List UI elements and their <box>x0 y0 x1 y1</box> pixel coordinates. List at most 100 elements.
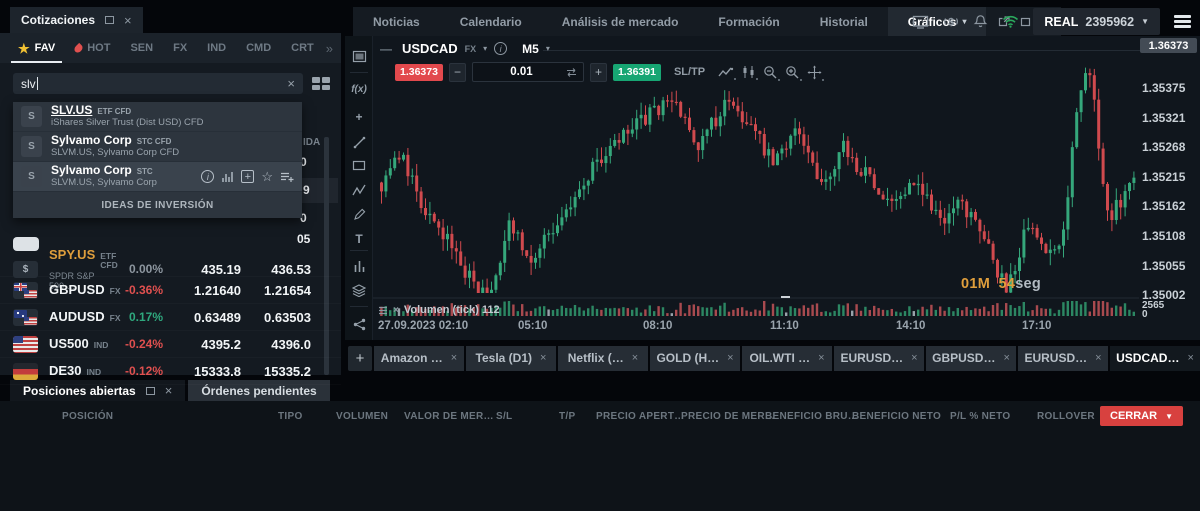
close-tab-icon[interactable]: × <box>1187 352 1194 364</box>
column-header-s-l[interactable]: S/L <box>496 411 513 422</box>
nav-item-calendario[interactable]: Calendario <box>440 7 542 36</box>
quote-bid[interactable]: 1.21640 <box>194 282 241 298</box>
column-header-tipo[interactable]: TIPO <box>278 411 303 422</box>
quotes-window-tab[interactable]: Cotizaciones × <box>10 7 143 33</box>
candlestick-chart[interactable] <box>373 40 1139 336</box>
chart-tab-gold-h[interactable]: GOLD (H… × <box>650 345 740 371</box>
quotes-tab-fx[interactable]: FX <box>163 33 197 63</box>
objects-layers-icon[interactable] <box>345 284 373 297</box>
rectangle-icon[interactable] <box>345 160 373 171</box>
quote-ask[interactable]: 436.53 <box>271 261 311 277</box>
timeframe-selector[interactable]: M5 <box>522 41 539 56</box>
clear-search-icon[interactable]: × <box>287 76 295 91</box>
column-header-volumen[interactable]: VOLUMEN <box>336 411 389 422</box>
chart-tab-amazon[interactable]: Amazon … × <box>374 345 464 371</box>
price-alert-icon[interactable]: $ <box>943 15 959 28</box>
close-icon[interactable]: × <box>164 383 173 398</box>
trend-line-icon[interactable] <box>345 136 373 149</box>
search-input[interactable]: slv × <box>13 73 303 94</box>
quotes-tab-crt[interactable]: CRT <box>281 33 324 63</box>
maximize-icon[interactable] <box>145 386 155 395</box>
bell-icon[interactable] <box>973 14 988 29</box>
menu-icon[interactable] <box>1174 15 1191 28</box>
add-box-icon[interactable]: + <box>241 170 255 183</box>
text-tool-icon[interactable]: T <box>355 232 363 246</box>
column-header-posici-n[interactable]: POSICIÓN <box>62 411 114 422</box>
crosshair-add-icon[interactable]: + <box>355 110 363 124</box>
close-tab-icon[interactable]: × <box>450 352 458 364</box>
search-result-slv-us-0[interactable]: S SLV.US ETF CFD iShares Silver Trust (Dist… <box>13 102 302 132</box>
collapse-icon[interactable]: — <box>380 41 392 56</box>
chart-tab-usdcad[interactable]: USDCAD… × <box>1110 345 1200 371</box>
positions-tab-posiciones-abiertas[interactable]: Posiciones abiertas × <box>10 380 186 401</box>
sell-price-button[interactable]: 1.36373 <box>395 63 443 81</box>
column-header-precio-de-mer[interactable]: PRECIO DE MER… <box>681 411 776 422</box>
share-icon[interactable] <box>345 318 373 331</box>
chart-tab-gbpusd[interactable]: GBPUSD… × <box>926 345 1016 371</box>
nav-item-formaci-n[interactable]: Formación <box>698 7 799 36</box>
close-all-button[interactable]: CERRAR ▼ <box>1100 406 1183 426</box>
quotes-tab-fav[interactable]: ★ FAV <box>8 33 65 63</box>
column-header-t-p[interactable]: T/P <box>559 411 576 422</box>
chart-tab-eurusd[interactable]: EURUSD… × <box>1018 345 1108 371</box>
line-chart-icon[interactable] <box>718 66 737 80</box>
quote-bid[interactable]: 4395.2 <box>201 336 241 352</box>
buy-price-button[interactable]: 1.36391 <box>612 63 661 81</box>
quote-bid[interactable]: 435.19 <box>201 261 241 277</box>
quote-row-de30[interactable]: DE30 IND -0.12% 15333.8 15335.2 <box>0 358 341 385</box>
chart-layout-icon[interactable] <box>345 50 373 63</box>
sltp-button[interactable]: SL/TP <box>673 66 706 78</box>
volume-profile-icon[interactable] <box>345 260 373 273</box>
workspace-icon[interactable] <box>912 15 929 29</box>
grid-view-icon[interactable] <box>312 77 331 90</box>
chart-tab-oil-wti[interactable]: OIL.WTI … × <box>742 345 832 371</box>
zigzag-pattern-icon[interactable] <box>345 184 373 197</box>
indicator-menu-icon[interactable] <box>378 306 388 315</box>
quotes-tab-sen[interactable]: SEN <box>120 33 163 63</box>
quote-ask[interactable]: 0.63503 <box>264 309 311 325</box>
quote-bid[interactable]: 0.63489 <box>194 309 241 325</box>
nav-item-noticias[interactable]: Noticias <box>353 7 440 36</box>
chart-symbol[interactable]: USDCAD <box>402 41 458 56</box>
volume-indicator-caption[interactable]: × Volumen (tick) 112 <box>378 304 500 316</box>
close-icon[interactable]: × <box>124 12 132 28</box>
quote-row-gbpusd[interactable]: GBPUSD FX -0.36% 1.21640 1.21654 <box>0 277 341 304</box>
move-crosshair-icon[interactable] <box>807 65 825 81</box>
chart-tab-netflix[interactable]: Netflix (… × <box>558 345 648 371</box>
account-selector[interactable]: REAL 2395962 ▼ <box>1033 8 1160 35</box>
info-icon[interactable]: i <box>201 170 215 183</box>
scrollbar[interactable] <box>324 137 329 375</box>
zoom-out-icon[interactable] <box>763 65 781 81</box>
close-tab-icon[interactable]: × <box>540 352 547 364</box>
positions-tab-rdenes-pendientes[interactable]: Órdenes pendientes <box>188 380 330 401</box>
quote-ask[interactable]: 4396.0 <box>271 336 311 352</box>
quotes-tab-cmd[interactable]: CMD <box>236 33 281 63</box>
chevron-down-icon[interactable]: ▾ <box>545 44 550 53</box>
chart-tab-eurusd[interactable]: EURUSD… × <box>834 345 924 371</box>
close-tab-icon[interactable]: × <box>1003 352 1010 364</box>
quote-row-spy-us[interactable]: $ SPY.US ETF CFD SPDR S&P 500 … 0.00% 435.19 4… <box>0 248 341 291</box>
search-result-sylvamo-corp-2[interactable]: S Sylvamo Corp STC SLVM.US, Sylvamo Corp i + ☆ <box>13 162 302 192</box>
column-header-beneficio-neto[interactable]: BENEFICIO NETO <box>852 411 942 422</box>
close-tab-icon[interactable]: × <box>1095 352 1102 364</box>
column-header-p-l-neto[interactable]: P/L % NETO <box>950 411 1011 422</box>
chart-tab-tesla-d1[interactable]: Tesla (D1) × <box>466 345 556 371</box>
zoom-in-icon[interactable] <box>785 65 803 81</box>
add-chart-tab-button[interactable]: + <box>348 345 372 371</box>
volume-decrease-button[interactable]: − <box>448 62 466 82</box>
price-axis[interactable]: 1.36373 1.35375 1.35321 1.35268 1.35215 1.35… <box>1139 36 1200 340</box>
quote-ask[interactable]: 15335.2 <box>264 363 311 379</box>
volume-input[interactable]: 0.01 <box>471 62 584 82</box>
search-result-sylvamo-corp-1[interactable]: S Sylvamo Corp STC CFD SLVM.US, Sylvamo Cor… <box>13 132 302 162</box>
close-tab-icon[interactable]: × <box>727 352 734 364</box>
investment-ideas-item[interactable]: IDEAS DE INVERSIÓN <box>13 192 302 218</box>
close-tab-icon[interactable]: × <box>631 352 639 364</box>
maximize-icon[interactable] <box>1020 17 1031 27</box>
column-header-precio-apert[interactable]: PRECIO APERT… <box>596 411 685 422</box>
volume-increase-button[interactable]: + <box>589 62 607 82</box>
pencil-icon[interactable] <box>345 208 373 221</box>
wifi-icon[interactable] <box>1002 15 1019 28</box>
quotes-tab-ind[interactable]: IND <box>197 33 236 63</box>
column-header-rollover[interactable]: ROLLOVER <box>1037 411 1095 422</box>
close-tab-icon[interactable]: × <box>818 352 825 364</box>
